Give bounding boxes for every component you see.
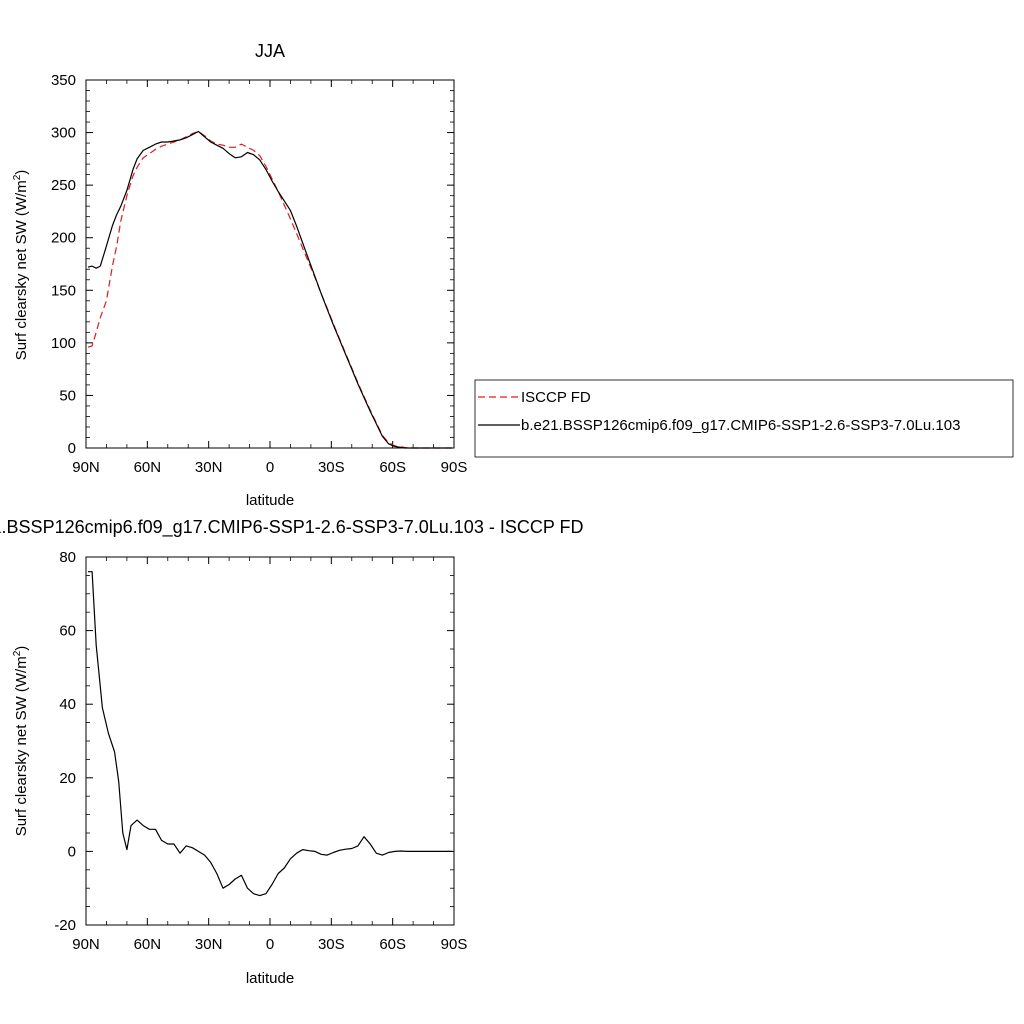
y-tick-label: 40 xyxy=(59,696,76,713)
panel-2-ylabel-main: Surf clearsky net SW (W/m xyxy=(13,656,30,836)
panel-1-x-tick-labels: 90N 60N 30N 0 30S 60S 90S xyxy=(72,459,467,476)
y-tick-label: 100 xyxy=(51,335,76,352)
x-tick-label: 60S xyxy=(379,459,406,476)
x-tick-label: 30N xyxy=(195,459,223,476)
panel-2-ylabel-sup: 2 xyxy=(12,650,23,656)
panel-1-ylabel-close: ) xyxy=(13,170,30,175)
panel-1-ticks xyxy=(85,79,455,449)
y-tick-label: 200 xyxy=(51,230,76,247)
panel-1-xlabel: latitude xyxy=(246,492,294,509)
panel-2-series xyxy=(88,571,452,897)
panel-2-y-tick-labels: -20 0 20 40 60 80 xyxy=(54,549,76,934)
y-tick-label: 60 xyxy=(59,623,76,640)
panel-1-legend: ISCCP FD b.e21.BSSP126cmip6.f09_g17.CMIP… xyxy=(474,379,1014,458)
panel-1-ylabel-sup: 2 xyxy=(12,174,23,180)
y-tick-label: 50 xyxy=(59,387,76,404)
panel-1-series xyxy=(87,130,452,449)
panel-2-frame xyxy=(85,556,455,926)
series-line-2-1 xyxy=(88,571,452,897)
x-tick-label: 90N xyxy=(72,459,100,476)
x-tick-label: 60N xyxy=(134,459,162,476)
panel-1-title: JJA xyxy=(255,41,285,61)
panel-2-x-tick-labels: 90N 60N 30N 0 30S 60S 90S xyxy=(72,936,467,953)
panel-2-chart: b.e21.BSSP126cmip6.f09_g17.CMIP6-SSP1-2.… xyxy=(0,517,584,987)
legend-box xyxy=(474,379,1014,458)
panel-2-ylabel: Surf clearsky net SW (W/m2) xyxy=(12,646,30,837)
panel-1-y-tick-labels: 0 50 100 150 200 250 300 350 xyxy=(51,72,76,457)
x-tick-label: 0 xyxy=(266,936,274,953)
series-line-1-2 xyxy=(87,130,452,449)
series-line-1-1 xyxy=(87,130,452,449)
x-tick-label: 60S xyxy=(379,936,406,953)
panel-2-ticks xyxy=(85,556,455,926)
legend-label-model: b.e21.BSSP126cmip6.f09_g17.CMIP6-SSP1-2.… xyxy=(521,417,960,434)
y-tick-label: -20 xyxy=(54,917,76,934)
x-tick-label: 90S xyxy=(441,459,468,476)
x-tick-label: 90N xyxy=(72,936,100,953)
y-tick-label: 300 xyxy=(51,125,76,142)
y-tick-label: 250 xyxy=(51,177,76,194)
y-tick-label: 80 xyxy=(59,549,76,566)
y-tick-label: 350 xyxy=(51,72,76,89)
panel-1-ylabel-main: Surf clearsky net SW (W/m xyxy=(13,180,30,360)
y-tick-label: 20 xyxy=(59,770,76,787)
panel-1-ylabel: Surf clearsky net SW (W/m2) xyxy=(12,170,30,361)
panel-2-title: b.e21.BSSP126cmip6.f09_g17.CMIP6-SSP1-2.… xyxy=(0,517,584,538)
x-tick-label: 90S xyxy=(441,936,468,953)
x-tick-label: 30S xyxy=(318,936,345,953)
x-tick-label: 60N xyxy=(134,936,162,953)
x-tick-label: 30N xyxy=(195,936,223,953)
panel-2-xlabel: latitude xyxy=(246,970,294,987)
legend-label-isccp: ISCCP FD xyxy=(521,389,591,406)
panel-2-ylabel-close: ) xyxy=(13,646,30,651)
y-tick-label: 0 xyxy=(68,440,76,457)
x-tick-label: 30S xyxy=(318,459,345,476)
x-tick-label: 0 xyxy=(266,459,274,476)
y-tick-label: 0 xyxy=(68,843,76,860)
y-tick-label: 150 xyxy=(51,282,76,299)
panel-1-frame xyxy=(85,79,455,449)
panel-1-chart: JJA Surf clearsky net SW (W/m2) latitude… xyxy=(12,41,467,509)
